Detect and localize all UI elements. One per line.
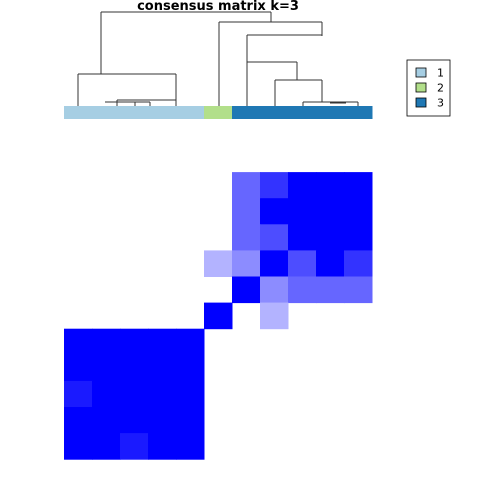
heatmap-cell [232, 250, 261, 277]
heatmap-cell [64, 354, 93, 382]
heatmap-cell [260, 172, 289, 199]
heatmap-cell [120, 433, 149, 460]
heatmap-cell [260, 276, 289, 304]
heatmap-grid [64, 172, 373, 460]
legend-swatch [415, 82, 427, 93]
heatmap-cell [316, 224, 345, 251]
heatmap-cell [344, 198, 373, 225]
heatmap-cell [316, 172, 345, 199]
heatmap-cell [232, 198, 261, 225]
heatmap-cell [92, 433, 121, 460]
heatmap-cell [288, 250, 317, 277]
heatmap-cell [176, 354, 205, 382]
heatmap-cell [92, 328, 121, 356]
heatmap-cell [232, 172, 261, 199]
heatmap-cell [120, 328, 149, 356]
class-bar-segment [204, 106, 233, 119]
heatmap-cell [92, 380, 121, 408]
heatmap-cell [204, 302, 233, 330]
heatmap-cell [64, 328, 93, 356]
heatmap-cell [344, 250, 373, 277]
heatmap-cell [148, 354, 177, 382]
chart-title: consensus matrix k=3 [137, 0, 299, 14]
heatmap-cell [288, 198, 317, 225]
class-bar-segment [288, 106, 317, 119]
class-bar-segment [232, 106, 261, 119]
legend-label: 1 [437, 67, 444, 80]
heatmap-cell [344, 224, 373, 251]
class-bar-segment [64, 106, 93, 119]
heatmap-cell [120, 407, 149, 434]
heatmap-cell [316, 250, 345, 277]
heatmap-cell [260, 302, 289, 330]
heatmap-cell [260, 224, 289, 251]
legend-label: 2 [437, 82, 444, 95]
legend-swatch [415, 97, 427, 108]
class-annotation-bar [64, 106, 373, 119]
heatmap-cell [260, 198, 289, 225]
heatmap-cell [176, 328, 205, 356]
legend-label: 3 [437, 97, 444, 110]
heatmap-cell [344, 276, 373, 304]
class-bar-segment [176, 106, 205, 119]
class-bar-segment [92, 106, 121, 119]
legend-swatch [415, 67, 427, 78]
heatmap-cell [344, 172, 373, 199]
heatmap-cell [176, 380, 205, 408]
heatmap-cell [288, 172, 317, 199]
heatmap-cell [92, 407, 121, 434]
heatmap-cell [120, 354, 149, 382]
heatmap-cell [176, 433, 205, 460]
heatmap-cell [148, 407, 177, 434]
heatmap-cell [316, 276, 345, 304]
heatmap-cell [288, 276, 317, 304]
heatmap-cell [148, 433, 177, 460]
legend: 1 2 3 [406, 59, 451, 117]
heatmap-cell [204, 250, 233, 277]
heatmap-cell [288, 224, 317, 251]
legend-box [406, 59, 451, 117]
heatmap-cell [316, 198, 345, 225]
heatmap-cell [260, 250, 289, 277]
class-bar-segment [260, 106, 289, 119]
class-bar-segment [344, 106, 373, 119]
heatmap-cell [64, 407, 93, 434]
heatmap-cell [232, 276, 261, 304]
heatmap-cell [64, 380, 93, 408]
heatmap-cell [148, 380, 177, 408]
heatmap-cell [92, 354, 121, 382]
class-bar-segment [120, 106, 149, 119]
heatmap-cell [148, 328, 177, 356]
heatmap-cell [120, 380, 149, 408]
class-bar-segment [148, 106, 177, 119]
heatmap-cell [64, 433, 93, 460]
dendrogram [77, 11, 359, 106]
class-bar-segment [316, 106, 345, 119]
heatmap-cell [232, 224, 261, 251]
heatmap-cell [176, 407, 205, 434]
